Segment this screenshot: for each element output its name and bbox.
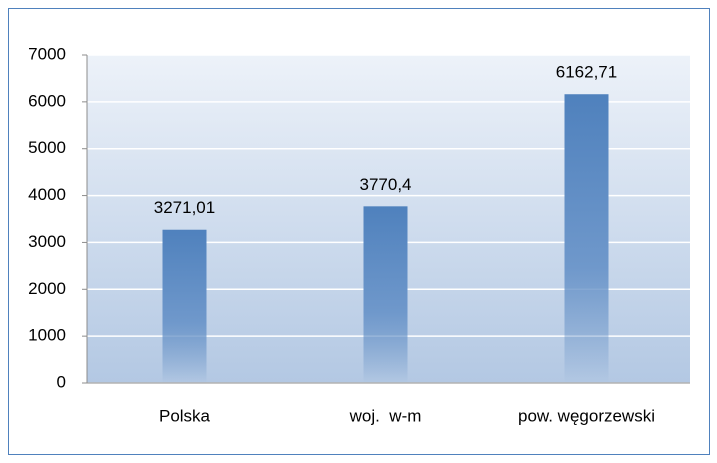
y-tick-label: 1000 bbox=[28, 326, 66, 345]
y-tick-label: 3000 bbox=[28, 232, 66, 251]
y-tick-label: 4000 bbox=[28, 185, 66, 204]
y-tick-label: 0 bbox=[57, 372, 66, 391]
y-tick-label: 7000 bbox=[28, 44, 66, 63]
bar bbox=[363, 206, 408, 383]
data-label: 3770,4 bbox=[360, 175, 412, 194]
y-tick-label: 2000 bbox=[28, 279, 66, 298]
x-tick-label: Polska bbox=[159, 406, 211, 425]
bar bbox=[162, 229, 207, 383]
y-tick-label: 6000 bbox=[28, 91, 66, 110]
x-tick-label: woj. w-m bbox=[349, 406, 422, 425]
y-tick-label: 5000 bbox=[28, 138, 66, 157]
bar bbox=[564, 94, 609, 383]
data-label: 3271,01 bbox=[154, 198, 215, 217]
x-tick-label: pow. węgorzewski bbox=[518, 406, 655, 425]
data-label: 6162,71 bbox=[556, 63, 617, 82]
